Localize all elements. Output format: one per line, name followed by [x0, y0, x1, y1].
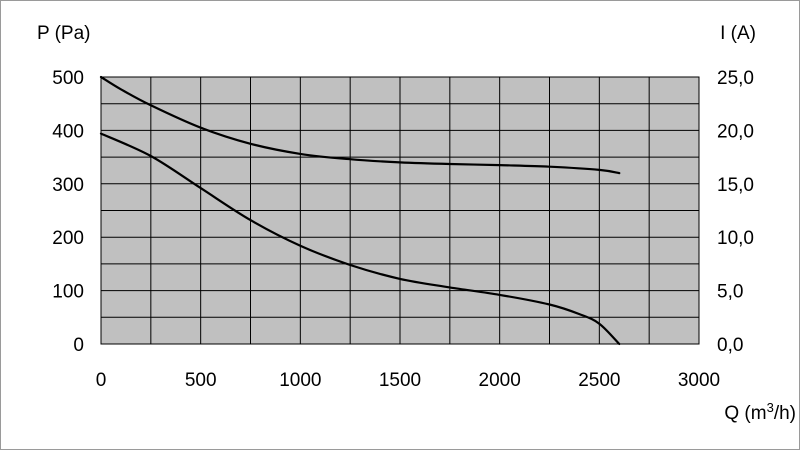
x-tick-label: 0	[96, 370, 107, 391]
pressure-curve	[99, 75, 621, 175]
x-tick-label: 1500	[379, 370, 421, 391]
x-tick-label: 3000	[678, 370, 720, 391]
y-right-axis-label: I (A)	[720, 23, 756, 44]
y-right-tick-label: 0,0	[717, 335, 743, 356]
y-left-tick-label: 300	[52, 175, 84, 196]
y-right-tick-label: 20,0	[717, 121, 754, 142]
x-axis-label-suffix: /h)	[774, 403, 796, 424]
x-tick-label: 2000	[479, 370, 521, 391]
x-axis-label-superscript: 3	[767, 400, 774, 415]
y-right-tick-label: 5,0	[717, 282, 743, 303]
x-axis-label: Q (m3/h)	[724, 400, 796, 424]
y-right-tick-label: 25,0	[717, 68, 754, 89]
x-axis-label-prefix: Q (m	[724, 403, 766, 424]
y-left-tick-label: 0	[73, 335, 84, 356]
current-curve	[99, 132, 621, 346]
x-tick-label: 1000	[279, 370, 321, 391]
plot-frame	[100, 76, 700, 345]
x-tick-labels: 0 500 1000 1500 2000 2500 3000	[96, 370, 720, 391]
x-tick-label: 2500	[578, 370, 620, 391]
y-left-tick-label: 200	[52, 228, 84, 249]
y-left-axis-label: P (Pa)	[37, 23, 91, 44]
y-left-tick-label: 400	[52, 121, 84, 142]
y-right-tick-label: 15,0	[717, 175, 754, 196]
y-left-tick-labels: 0 100 200 300 400 500	[52, 68, 84, 356]
y-left-tick-label: 500	[52, 68, 84, 89]
y-right-tick-label: 10,0	[717, 228, 754, 249]
y-right-tick-labels: 0,0 5,0 10,0 15,0 20,0 25,0	[717, 68, 754, 356]
x-tick-label: 500	[185, 370, 217, 391]
grid	[101, 77, 699, 344]
series-layer	[99, 75, 621, 346]
y-left-tick-label: 100	[52, 282, 84, 303]
